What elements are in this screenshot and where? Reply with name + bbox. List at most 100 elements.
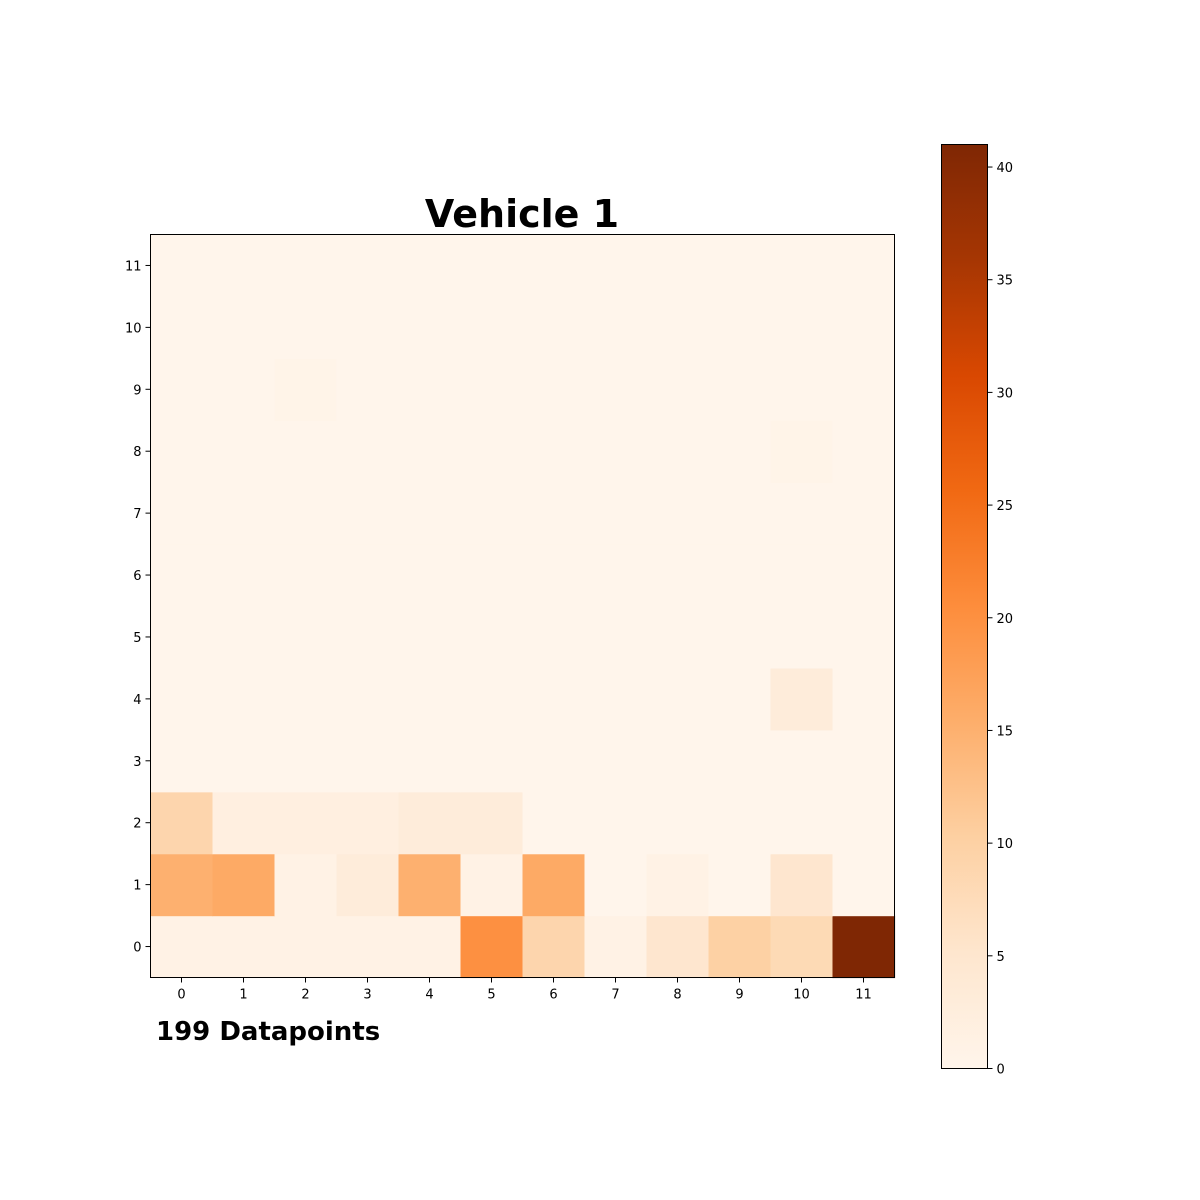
y-tick-label: 11 <box>125 259 142 274</box>
x-tick-label: 6 <box>549 988 557 1003</box>
heatmap-cell <box>832 853 896 917</box>
heatmap-cell <box>832 296 896 359</box>
heatmap-cell <box>770 915 834 979</box>
heatmap-cell <box>398 296 462 359</box>
colorbar-tick-label: 10 <box>997 837 1014 852</box>
heatmap-cell <box>708 234 772 298</box>
heatmap-cell <box>460 296 524 359</box>
heatmap-cell <box>150 667 214 731</box>
heatmap-cell <box>336 544 400 607</box>
y-tick-label: 7 <box>133 507 141 522</box>
heatmap-cell <box>584 667 648 731</box>
heatmap-cell <box>770 358 834 421</box>
heatmap-cell <box>584 915 648 979</box>
heatmap-cell <box>212 853 276 917</box>
heatmap-cell <box>398 853 462 917</box>
heatmap-cell <box>336 358 400 421</box>
heatmap-cell <box>708 791 772 855</box>
heatmap-cell <box>150 729 214 793</box>
heatmap-cell <box>336 667 400 731</box>
heatmap-cell <box>770 482 834 545</box>
heatmap-cell <box>584 791 648 855</box>
heatmap-cell <box>708 420 772 483</box>
heatmap-cell <box>336 729 400 793</box>
heatmap-cell <box>150 296 214 359</box>
heatmap-cell <box>522 296 586 359</box>
heatmap-cell <box>522 853 586 917</box>
heatmap-cell <box>336 234 400 298</box>
heatmap-cell <box>832 234 896 298</box>
colorbar-tick-label: 35 <box>997 274 1014 289</box>
heatmap-cell <box>522 791 586 855</box>
heatmap-cell <box>150 482 214 545</box>
heatmap-cell <box>336 420 400 483</box>
heatmap-cell <box>708 853 772 917</box>
heatmap-cell <box>646 544 710 607</box>
heatmap-cell <box>584 606 648 669</box>
heatmap-cell <box>150 791 214 855</box>
heatmap-cell <box>274 667 338 731</box>
heatmap-cell <box>522 482 586 545</box>
heatmap-cell <box>274 915 338 979</box>
heatmap-cell <box>460 667 524 731</box>
heatmap-cell <box>832 729 896 793</box>
heatmap-cell <box>274 853 338 917</box>
colorbar-tick-label: 5 <box>997 950 1005 965</box>
colorbar-tick-label: 20 <box>997 612 1014 627</box>
heatmap-cell <box>832 544 896 607</box>
heatmap-cell <box>770 791 834 855</box>
heatmap-cell <box>150 420 214 483</box>
heatmap-cell <box>150 853 214 917</box>
heatmap-cell <box>274 296 338 359</box>
heatmap-cell <box>646 606 710 669</box>
heatmap-cell <box>584 482 648 545</box>
y-tick-label: 9 <box>133 383 141 398</box>
heatmap-cell <box>522 667 586 731</box>
colorbar-axis: 0 5 10 15 20 25 30 35 40 <box>987 161 1014 1078</box>
x-tick-label: 4 <box>425 988 433 1003</box>
heatmap-cell <box>460 606 524 669</box>
y-tick-label: 6 <box>133 569 141 584</box>
heatmap-cell <box>584 234 648 298</box>
heatmap-cell <box>460 791 524 855</box>
heatmap-cell <box>460 729 524 793</box>
heatmap-cell <box>274 482 338 545</box>
heatmap-cell <box>770 667 834 731</box>
heatmap-cell <box>832 358 896 421</box>
heatmap-cell <box>212 544 276 607</box>
heatmap-cell <box>460 358 524 421</box>
heatmap-cell <box>708 915 772 979</box>
heatmap-cell <box>336 791 400 855</box>
x-tick-label: 5 <box>487 988 495 1003</box>
heatmap-cell <box>522 358 586 421</box>
heatmap-cell <box>770 420 834 483</box>
heatmap-cell <box>274 791 338 855</box>
heatmap-cell <box>398 358 462 421</box>
heatmap-cell <box>212 482 276 545</box>
heatmap-cell <box>584 729 648 793</box>
heatmap-cell <box>212 667 276 731</box>
heatmap-cell <box>212 358 276 421</box>
datapoint-count: 199 Datapoints <box>156 1017 380 1047</box>
heatmap-cell <box>832 482 896 545</box>
x-axis: 0 1 2 3 4 5 6 7 8 9 10 11 <box>177 977 872 1003</box>
heatmap-cell <box>646 915 710 979</box>
colorbar-tick-label: 25 <box>997 499 1014 514</box>
heatmap-cell <box>336 915 400 979</box>
heatmap-cell <box>832 915 896 979</box>
heatmap-cell <box>460 420 524 483</box>
x-tick-label: 10 <box>793 988 810 1003</box>
heatmap-cell <box>398 606 462 669</box>
heatmap-cell <box>832 667 896 731</box>
heatmap-cell <box>770 606 834 669</box>
y-tick-label: 8 <box>133 445 141 460</box>
y-tick-label: 2 <box>133 817 141 832</box>
heatmap-cell <box>398 234 462 298</box>
heatmap-cell <box>832 420 896 483</box>
heatmap-cell <box>212 606 276 669</box>
heatmap-cell <box>522 234 586 298</box>
heatmap-cell <box>212 915 276 979</box>
x-tick-label: 0 <box>177 988 185 1003</box>
y-tick-label: 4 <box>133 693 141 708</box>
